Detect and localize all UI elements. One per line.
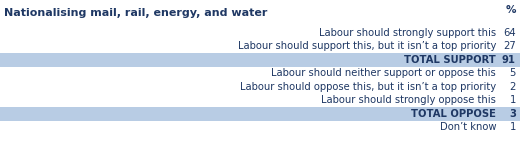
Text: %: % — [505, 5, 516, 15]
Text: 3: 3 — [509, 109, 516, 119]
Text: Labour should oppose this, but it isn’t a top priority: Labour should oppose this, but it isn’t … — [240, 82, 496, 92]
Text: Nationalising mail, rail, energy, and water: Nationalising mail, rail, energy, and wa… — [4, 8, 267, 18]
Text: Labour should strongly support this: Labour should strongly support this — [319, 28, 496, 38]
Text: 91: 91 — [502, 55, 516, 65]
Text: Labour should support this, but it isn’t a top priority: Labour should support this, but it isn’t… — [238, 41, 496, 51]
Bar — [0, 53, 520, 67]
Text: Labour should strongly oppose this: Labour should strongly oppose this — [321, 95, 496, 105]
Text: TOTAL SUPPORT: TOTAL SUPPORT — [404, 55, 496, 65]
Text: 64: 64 — [503, 28, 516, 38]
Text: 1: 1 — [510, 95, 516, 105]
Text: 2: 2 — [510, 82, 516, 92]
Text: 27: 27 — [503, 41, 516, 51]
Text: Labour should neither support or oppose this: Labour should neither support or oppose … — [271, 68, 496, 78]
Text: Don’t know: Don’t know — [439, 122, 496, 132]
Text: TOTAL OPPOSE: TOTAL OPPOSE — [411, 109, 496, 119]
Bar — [0, 107, 520, 121]
Text: 5: 5 — [510, 68, 516, 78]
Text: 1: 1 — [510, 122, 516, 132]
